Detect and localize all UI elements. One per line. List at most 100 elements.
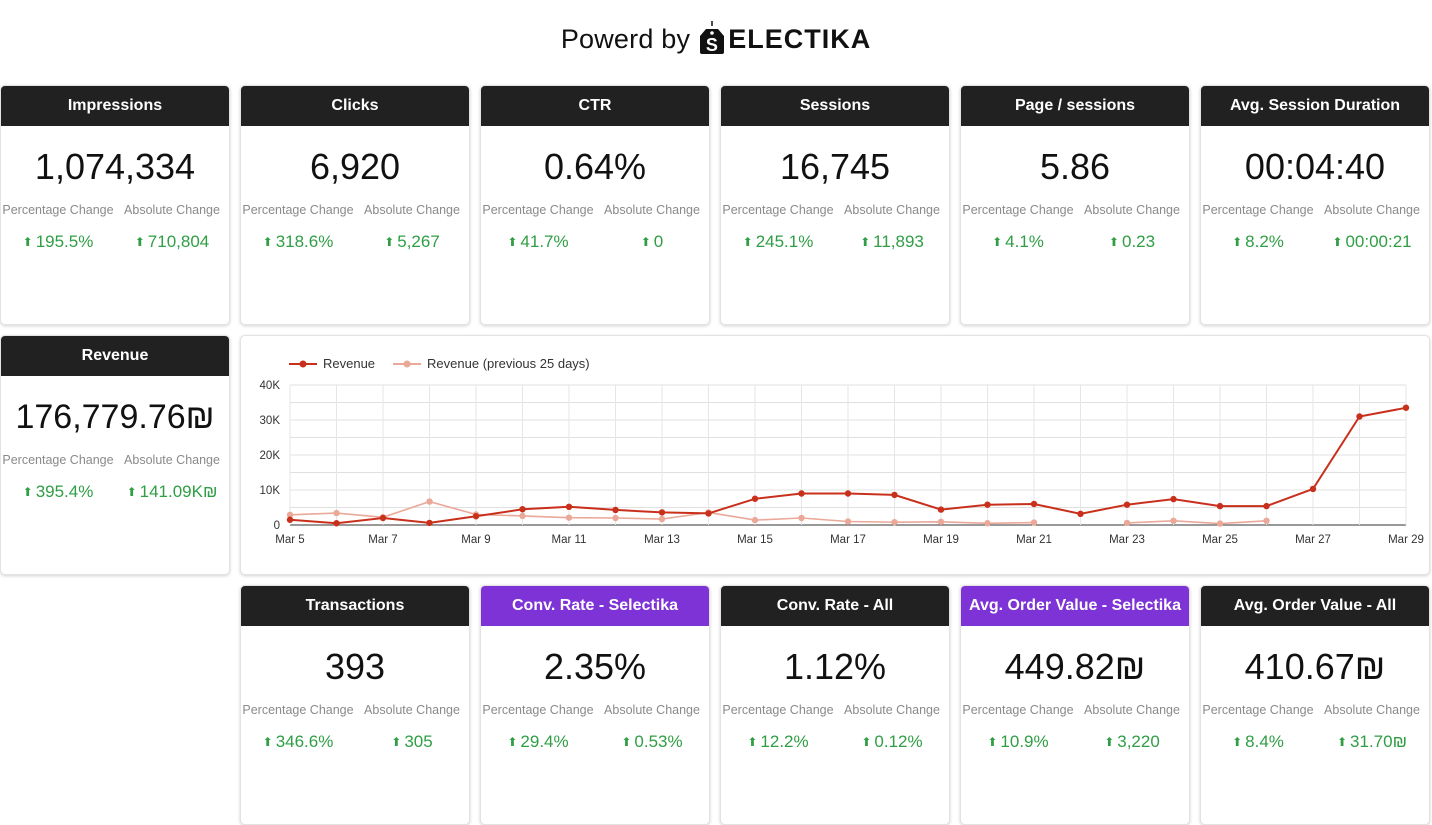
x-tick-label: Mar 29 — [1388, 534, 1424, 546]
card-value: 6,920 — [309, 146, 401, 187]
percentage-change-value: ⬆ 245.1% — [742, 232, 814, 251]
x-tick-label: Mar 11 — [552, 534, 587, 546]
powered-by-label: Powerd by — [560, 23, 691, 54]
data-point — [519, 512, 526, 520]
percentage-change-value: ⬆ 8.2% — [1232, 232, 1284, 251]
data-point — [1077, 510, 1084, 517]
x-tick-label: Mar 15 — [737, 534, 773, 546]
percentage-change-label: Percentage Change — [962, 203, 1074, 217]
absolute-change-value: ⬆ 00:00:21 — [1332, 232, 1412, 251]
data-point — [1170, 495, 1177, 503]
percentage-change-label: Percentage Change — [722, 203, 834, 217]
x-tick-label: Mar 13 — [644, 534, 680, 546]
absolute-change-value: ⬆ 0.23 — [1108, 232, 1156, 251]
data-point — [1356, 413, 1363, 420]
data-point — [751, 516, 759, 524]
card-value: 393 — [324, 646, 386, 687]
percentage-change-value: ⬆ 12.2% — [747, 732, 809, 751]
card-title: Page / sessions — [961, 86, 1189, 126]
data-point — [472, 513, 480, 520]
arrow-up-icon: ⬆ — [262, 235, 273, 249]
card-title: Avg. Order Value - Selectika — [961, 586, 1189, 626]
data-point — [426, 498, 433, 505]
avg-order-value-all-card: Avg. Order Value - All 410.67₪ Percentag… — [1200, 585, 1430, 825]
card-title: Clicks — [241, 86, 469, 126]
impressions-card: Impressions 1,074,334 Percentage Change … — [0, 85, 230, 325]
percentage-change-label: Percentage Change — [242, 703, 354, 717]
y-tick-label: 0 — [274, 520, 280, 532]
absolute-change-value: ⬆ 3,220 — [1104, 732, 1160, 751]
price-tag-icon: S — [698, 21, 726, 55]
card-value: 2.35% — [543, 646, 647, 687]
card-value: 410.67₪ — [1244, 646, 1386, 687]
percentage-change-value: ⬆ 41.7% — [507, 232, 569, 251]
card-title: Transactions — [241, 586, 469, 626]
percentage-change-label: Percentage Change — [962, 703, 1074, 717]
data-point — [1402, 404, 1410, 411]
percentage-change-value: ⬆ 318.6% — [262, 232, 334, 251]
absolute-change-label: Absolute Change — [124, 453, 220, 467]
absolute-change-value: ⬆ 0.53% — [621, 732, 683, 751]
card-title: Sessions — [721, 86, 949, 126]
card-title: Conv. Rate - All — [721, 586, 949, 626]
revenue-card: Revenue 176,779.76₪ Percentage Change Ab… — [0, 335, 230, 575]
chart-canvas: 0 10K 20K 30K 40K Mar 5 Mar 7 Mar 9 Mar 11 Mar 13… — [260, 356, 1424, 546]
card-value: 1.12% — [783, 646, 887, 687]
legend-swatch-dot — [403, 360, 411, 368]
arrow-up-icon: ⬆ — [640, 235, 651, 249]
percentage-change-label: Percentage Change — [242, 203, 354, 217]
percentage-change-value: ⬆ 395.4% — [22, 482, 94, 501]
arrow-up-icon: ⬆ — [992, 235, 1003, 249]
avg-session-duration-card: Avg. Session Duration 00:04:40 Percentag… — [1200, 85, 1430, 325]
data-point — [1030, 500, 1038, 508]
series-line — [289, 500, 1267, 525]
percentage-change-value: ⬆ 8.4% — [1232, 732, 1284, 751]
legend-label: Revenue (previous 25 days) — [427, 356, 590, 371]
data-point — [1123, 501, 1131, 508]
absolute-change-label: Absolute Change — [604, 203, 700, 217]
absolute-change-value: ⬆ 0.12% — [861, 732, 923, 751]
data-point — [612, 506, 619, 514]
arrow-up-icon: ⬆ — [126, 485, 137, 499]
brand-header: Powerd by S ELECTIKA — [0, 0, 1432, 78]
percentage-change-value: ⬆ 195.5% — [22, 232, 94, 251]
absolute-change-label: Absolute Change — [364, 703, 460, 717]
data-point — [658, 515, 666, 523]
data-point — [612, 514, 619, 522]
x-tick-label: Mar 17 — [830, 534, 866, 546]
card-title: CTR — [481, 86, 709, 126]
arrow-up-icon: ⬆ — [384, 235, 395, 249]
data-point — [379, 514, 387, 522]
brand-logo: Powerd by S ELECTIKA — [560, 21, 871, 55]
conv-rate-all-card: Conv. Rate - All 1.12% Percentage Change… — [720, 585, 950, 825]
data-point — [565, 503, 573, 510]
page-sessions-card: Page / sessions 5.86 Percentage Change A… — [960, 85, 1190, 325]
y-tick-label: 20K — [260, 450, 281, 462]
x-tick-label: Mar 21 — [1016, 534, 1052, 546]
absolute-change-value: ⬆ 11,893 — [860, 232, 924, 251]
legend-label: Revenue — [323, 356, 375, 371]
data-point — [1170, 517, 1177, 524]
card-value: 449.82₪ — [1004, 646, 1146, 687]
data-point — [798, 490, 805, 497]
data-point — [937, 506, 945, 513]
absolute-change-value: ⬆ 5,267 — [384, 232, 440, 251]
y-tick-label: 10K — [260, 485, 281, 497]
arrow-up-icon: ⬆ — [1336, 735, 1348, 749]
card-title: Revenue — [1, 336, 229, 376]
revenue-line-chart: 0 10K 20K 30K 40K Mar 5 Mar 7 Mar 9 Mar 11 Mar 13… — [240, 335, 1430, 575]
data-point — [286, 516, 294, 523]
absolute-change-value: ⬆ 0 — [640, 232, 664, 251]
arrow-up-icon: ⬆ — [987, 735, 998, 749]
data-point — [1123, 519, 1131, 527]
data-point — [286, 511, 294, 519]
data-point — [1216, 502, 1224, 510]
arrow-up-icon: ⬆ — [861, 735, 872, 749]
card-title: Avg. Session Duration — [1201, 86, 1429, 126]
card-value: 0.64% — [543, 146, 647, 187]
arrow-up-icon: ⬆ — [742, 235, 753, 249]
data-point — [426, 519, 433, 527]
arrow-up-icon: ⬆ — [621, 735, 632, 749]
percentage-change-label: Percentage Change — [1202, 203, 1314, 217]
arrow-up-icon: ⬆ — [134, 235, 145, 249]
